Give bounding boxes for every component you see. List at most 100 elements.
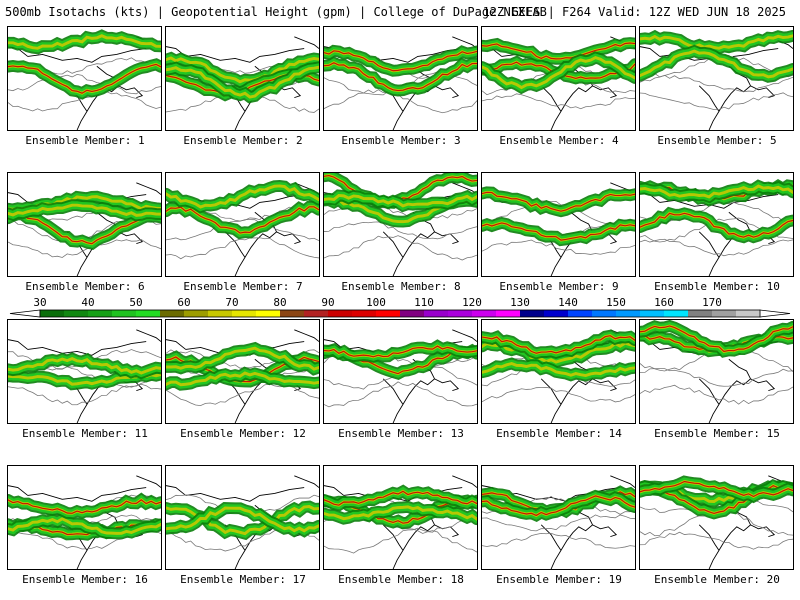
colorbar-swatch [712,310,737,317]
isotach-band [8,357,161,375]
colorbar-swatch [640,310,665,317]
ensemble-map-panel [7,319,162,424]
isotach-band [482,362,635,378]
colorbar-swatch [544,310,569,317]
ensemble-member-label: Ensemble Member: 11 [22,427,148,440]
isotach-band [166,56,319,84]
colorbar-swatch [568,310,593,317]
height-contour [640,531,793,550]
isotach-map [324,173,477,276]
isotach-map [482,475,635,569]
height-contour [640,368,793,387]
height-contour [482,514,635,532]
isotach-map [8,29,161,130]
isotach-map [482,36,635,130]
ensemble-map-panel [481,319,636,424]
isotach-band [166,65,319,99]
ensemble-map-panel [165,172,320,277]
height-contour [324,221,477,240]
isotach-band [482,341,635,364]
isotach-band [324,345,477,358]
ensemble-map-panel [323,465,478,570]
colorbar-swatch [736,310,761,317]
height-contour [482,386,635,403]
isotach-map [166,329,319,423]
colorbar-tick-label: 170 [702,296,722,309]
isotach-map [482,182,635,276]
colorbar-swatch [352,310,377,317]
colorbar-swatch [520,310,545,317]
colorbar-tick-label: 30 [33,296,46,309]
colorbar-swatch [592,310,617,317]
isotach-band [166,371,319,387]
isotach-map [640,320,793,423]
colorbar-swatch [136,310,161,317]
ensemble-member-label: Ensemble Member: 17 [180,573,306,586]
isotach-band [324,193,477,208]
colorbar-swatch [184,310,209,317]
colorbar-left-arrow [9,309,41,318]
colorbar-tick-label: 50 [129,296,142,309]
isotach-band [324,62,477,92]
colorbar-swatch [496,310,521,317]
height-contour [166,219,319,242]
ensemble-member-label: Ensemble Member: 8 [341,280,461,293]
ensemble-map-panel [639,319,794,424]
colorbar-swatch [160,310,185,317]
height-contour [8,383,161,406]
ensemble-member-label: Ensemble Member: 15 [654,427,780,440]
height-contour [166,237,319,260]
ensemble-member-label: Ensemble Member: 4 [499,134,619,147]
isotach-map [166,36,319,130]
isotach-band [640,49,793,79]
height-contour [482,532,635,549]
colorbar-swatch [400,310,425,317]
colorbar-tick-label: 110 [414,296,434,309]
ensemble-map-panel [481,465,636,570]
ensemble-map-panel [7,172,162,277]
isotach-band [482,495,635,517]
ensemble-map-panel [165,465,320,570]
isotach-map [8,182,161,276]
map-title: 500mb Isotachs (kts) | Geopotential Heig… [5,5,547,19]
ensemble-map-panel [7,26,162,131]
isotach-band [482,222,635,241]
colorbar-swatch [472,310,497,317]
header: 500mb Isotachs (kts) | Geopotential Heig… [0,0,800,24]
colorbar-tick-label: 60 [177,296,190,309]
isotach-band [640,212,793,238]
isotach-band [482,56,635,90]
height-contour [324,527,477,554]
isotach-map [8,329,161,423]
isotach-map [482,329,635,423]
isotach-band [640,480,793,498]
isotach-band [640,325,793,353]
ensemble-map-panel [639,172,794,277]
isotach-band [482,191,635,212]
ensemble-member-label: Ensemble Member: 9 [499,280,619,293]
ensemble-map-panel [165,319,320,424]
colorbar-swatch [232,310,257,317]
colorbar-swatch [616,310,641,317]
isotach-map [324,36,477,130]
colorbar-tick-label: 80 [273,296,286,309]
colorbar-swatch [88,310,113,317]
colorbar-tick-label: 140 [558,296,578,309]
isotach-map [640,179,793,276]
ensemble-member-label: Ensemble Member: 7 [183,280,303,293]
ensemble-member-label: Ensemble Member: 13 [338,427,464,440]
height-contour [640,238,793,257]
colorbar-tick-label: 40 [81,296,94,309]
height-contour [324,235,477,261]
colorbar-swatch [424,310,449,317]
ensemble-member-label: Ensemble Member: 19 [496,573,622,586]
colorbar-right-arrow [759,309,791,318]
colorbar-swatch [664,310,689,317]
isotach-band [324,490,477,506]
isotach-band [8,203,161,217]
isotach-band [640,184,793,199]
colorbar-swatch [208,310,233,317]
colorbar-swatch [688,310,713,317]
ensemble-map-panel [7,465,162,570]
colorbar-swatch [112,310,137,317]
